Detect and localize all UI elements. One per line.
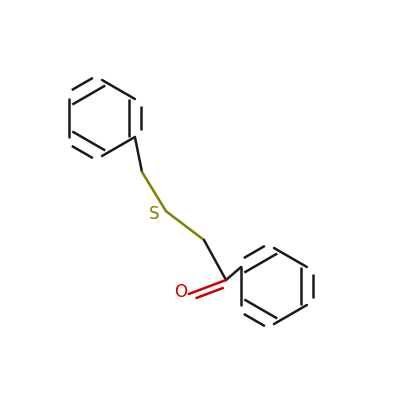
Text: S: S [149, 206, 159, 223]
Text: O: O [174, 283, 187, 301]
